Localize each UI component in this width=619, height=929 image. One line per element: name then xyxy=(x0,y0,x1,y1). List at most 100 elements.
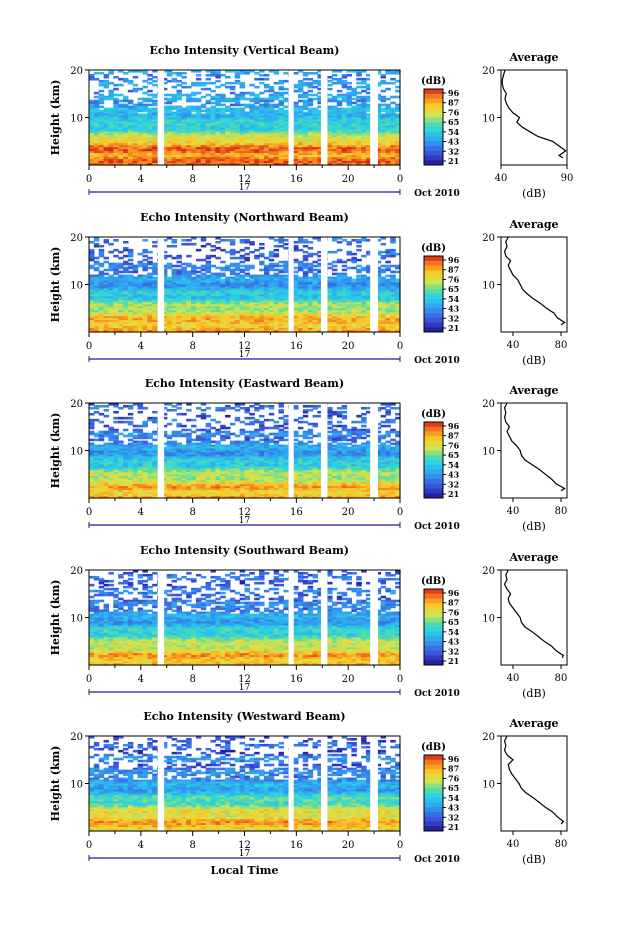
heatmap-cell xyxy=(268,147,275,150)
heatmap-cell xyxy=(268,141,275,144)
heatmap-cell xyxy=(176,137,182,140)
colorbar-tick-label: 65 xyxy=(448,117,459,127)
heatmap-cell xyxy=(307,240,314,244)
heatmap-cell xyxy=(234,129,241,132)
heatmap-cell xyxy=(123,240,129,244)
heatmap-cell xyxy=(259,153,265,156)
heatmap-cell xyxy=(205,93,212,97)
heatmap-cell xyxy=(205,81,212,85)
heatmap-cell xyxy=(234,93,241,97)
heatmap-cell xyxy=(254,101,260,105)
heatmap-cell xyxy=(268,254,275,258)
heatmap-cell xyxy=(259,161,265,164)
heatmap-cell xyxy=(268,250,275,254)
heatmap-cell xyxy=(210,248,216,252)
heatmap-cell xyxy=(166,237,173,240)
heatmap-cell xyxy=(273,288,280,292)
heatmap-cell xyxy=(229,248,236,252)
heatmap-cell xyxy=(113,145,119,148)
heatmap-cell xyxy=(331,129,338,132)
heatmap-cell xyxy=(283,318,289,321)
heatmap-cell xyxy=(278,278,284,282)
heatmap-cell xyxy=(268,320,275,323)
heatmap-cell xyxy=(191,304,197,307)
heatmap-cell xyxy=(118,318,124,321)
heatmap-cell xyxy=(200,161,207,164)
heatmap-cell xyxy=(93,260,100,264)
heatmap-cell xyxy=(302,240,309,244)
heatmap-cell xyxy=(312,324,318,327)
heatmap-cell xyxy=(181,308,187,311)
heatmap-cell xyxy=(103,272,110,276)
heatmap-cell xyxy=(254,312,260,315)
heatmap-cell xyxy=(263,105,270,109)
heatmap-cell xyxy=(152,296,158,299)
heatmap-cell xyxy=(234,147,241,150)
heatmap-cell xyxy=(331,153,338,156)
heatmap-cell xyxy=(302,95,309,99)
heatmap-cell xyxy=(312,314,318,317)
heatmap-cell xyxy=(259,254,265,258)
heatmap-cell xyxy=(200,237,207,240)
heatmap-cell xyxy=(215,115,221,119)
heatmap-cell xyxy=(220,306,226,309)
heatmap-cell xyxy=(297,322,304,325)
heatmap-cell xyxy=(356,153,362,156)
heatmap-cells xyxy=(89,237,401,333)
heatmap-cell xyxy=(346,129,353,132)
heatmap-cell xyxy=(341,107,348,111)
heatmap-cell xyxy=(278,284,284,288)
heatmap-cell xyxy=(220,151,226,154)
heatmap-cell xyxy=(176,139,182,142)
heatmap-cell xyxy=(108,294,114,297)
heatmap-cell xyxy=(98,79,105,83)
heatmap-cell xyxy=(249,83,255,87)
heatmap-cell xyxy=(244,324,250,327)
heatmap-cell xyxy=(118,320,124,323)
heatmap-cell xyxy=(385,159,391,162)
heatmap-cell xyxy=(375,139,382,142)
heatmap-cell xyxy=(98,161,105,164)
heatmap-cell xyxy=(356,97,362,101)
heatmap-cell xyxy=(142,141,148,144)
heatmap-cell xyxy=(142,137,148,140)
heatmap-cell xyxy=(229,262,236,266)
heatmap-cell xyxy=(385,139,391,142)
heatmap-cell xyxy=(312,139,318,142)
heatmap-cell xyxy=(137,292,144,295)
heatmap-cell xyxy=(205,316,212,319)
heatmap-cell xyxy=(302,131,309,134)
heatmap-cell xyxy=(123,153,129,156)
heatmap-cell xyxy=(123,103,129,107)
data-gap xyxy=(288,70,294,165)
heatmap-cell xyxy=(200,145,207,148)
heatmap-cell xyxy=(181,125,187,128)
heatmap-cell xyxy=(254,280,260,284)
heatmap-cell xyxy=(127,121,134,125)
heatmap-cell xyxy=(225,155,231,158)
colorbar-band xyxy=(424,122,443,128)
heatmap-cell xyxy=(191,107,197,111)
heatmap-cell xyxy=(103,107,110,111)
heatmap-cell xyxy=(142,312,148,315)
heatmap-cell xyxy=(152,298,158,301)
heatmap-cell xyxy=(123,97,129,101)
heatmap-cell xyxy=(152,284,158,288)
heatmap-cell xyxy=(234,310,241,313)
heatmap-cell xyxy=(351,125,357,128)
heatmap-cell xyxy=(293,111,299,115)
heatmap-cell xyxy=(127,278,134,282)
y-tick-label: 10 xyxy=(70,114,83,125)
heatmap-cell xyxy=(225,278,231,282)
heatmap-cell xyxy=(132,153,139,156)
heatmap-cell xyxy=(307,133,314,136)
heatmap-cell xyxy=(161,324,168,327)
heatmap-cell xyxy=(195,109,202,113)
heatmap-cell xyxy=(215,298,221,301)
heatmap-cell xyxy=(89,127,95,130)
heatmap-cell xyxy=(186,93,192,97)
heatmap-cell xyxy=(346,135,353,138)
heatmap-cell xyxy=(297,157,304,160)
heatmap-cell xyxy=(249,250,255,254)
heatmap-cell xyxy=(259,131,265,134)
